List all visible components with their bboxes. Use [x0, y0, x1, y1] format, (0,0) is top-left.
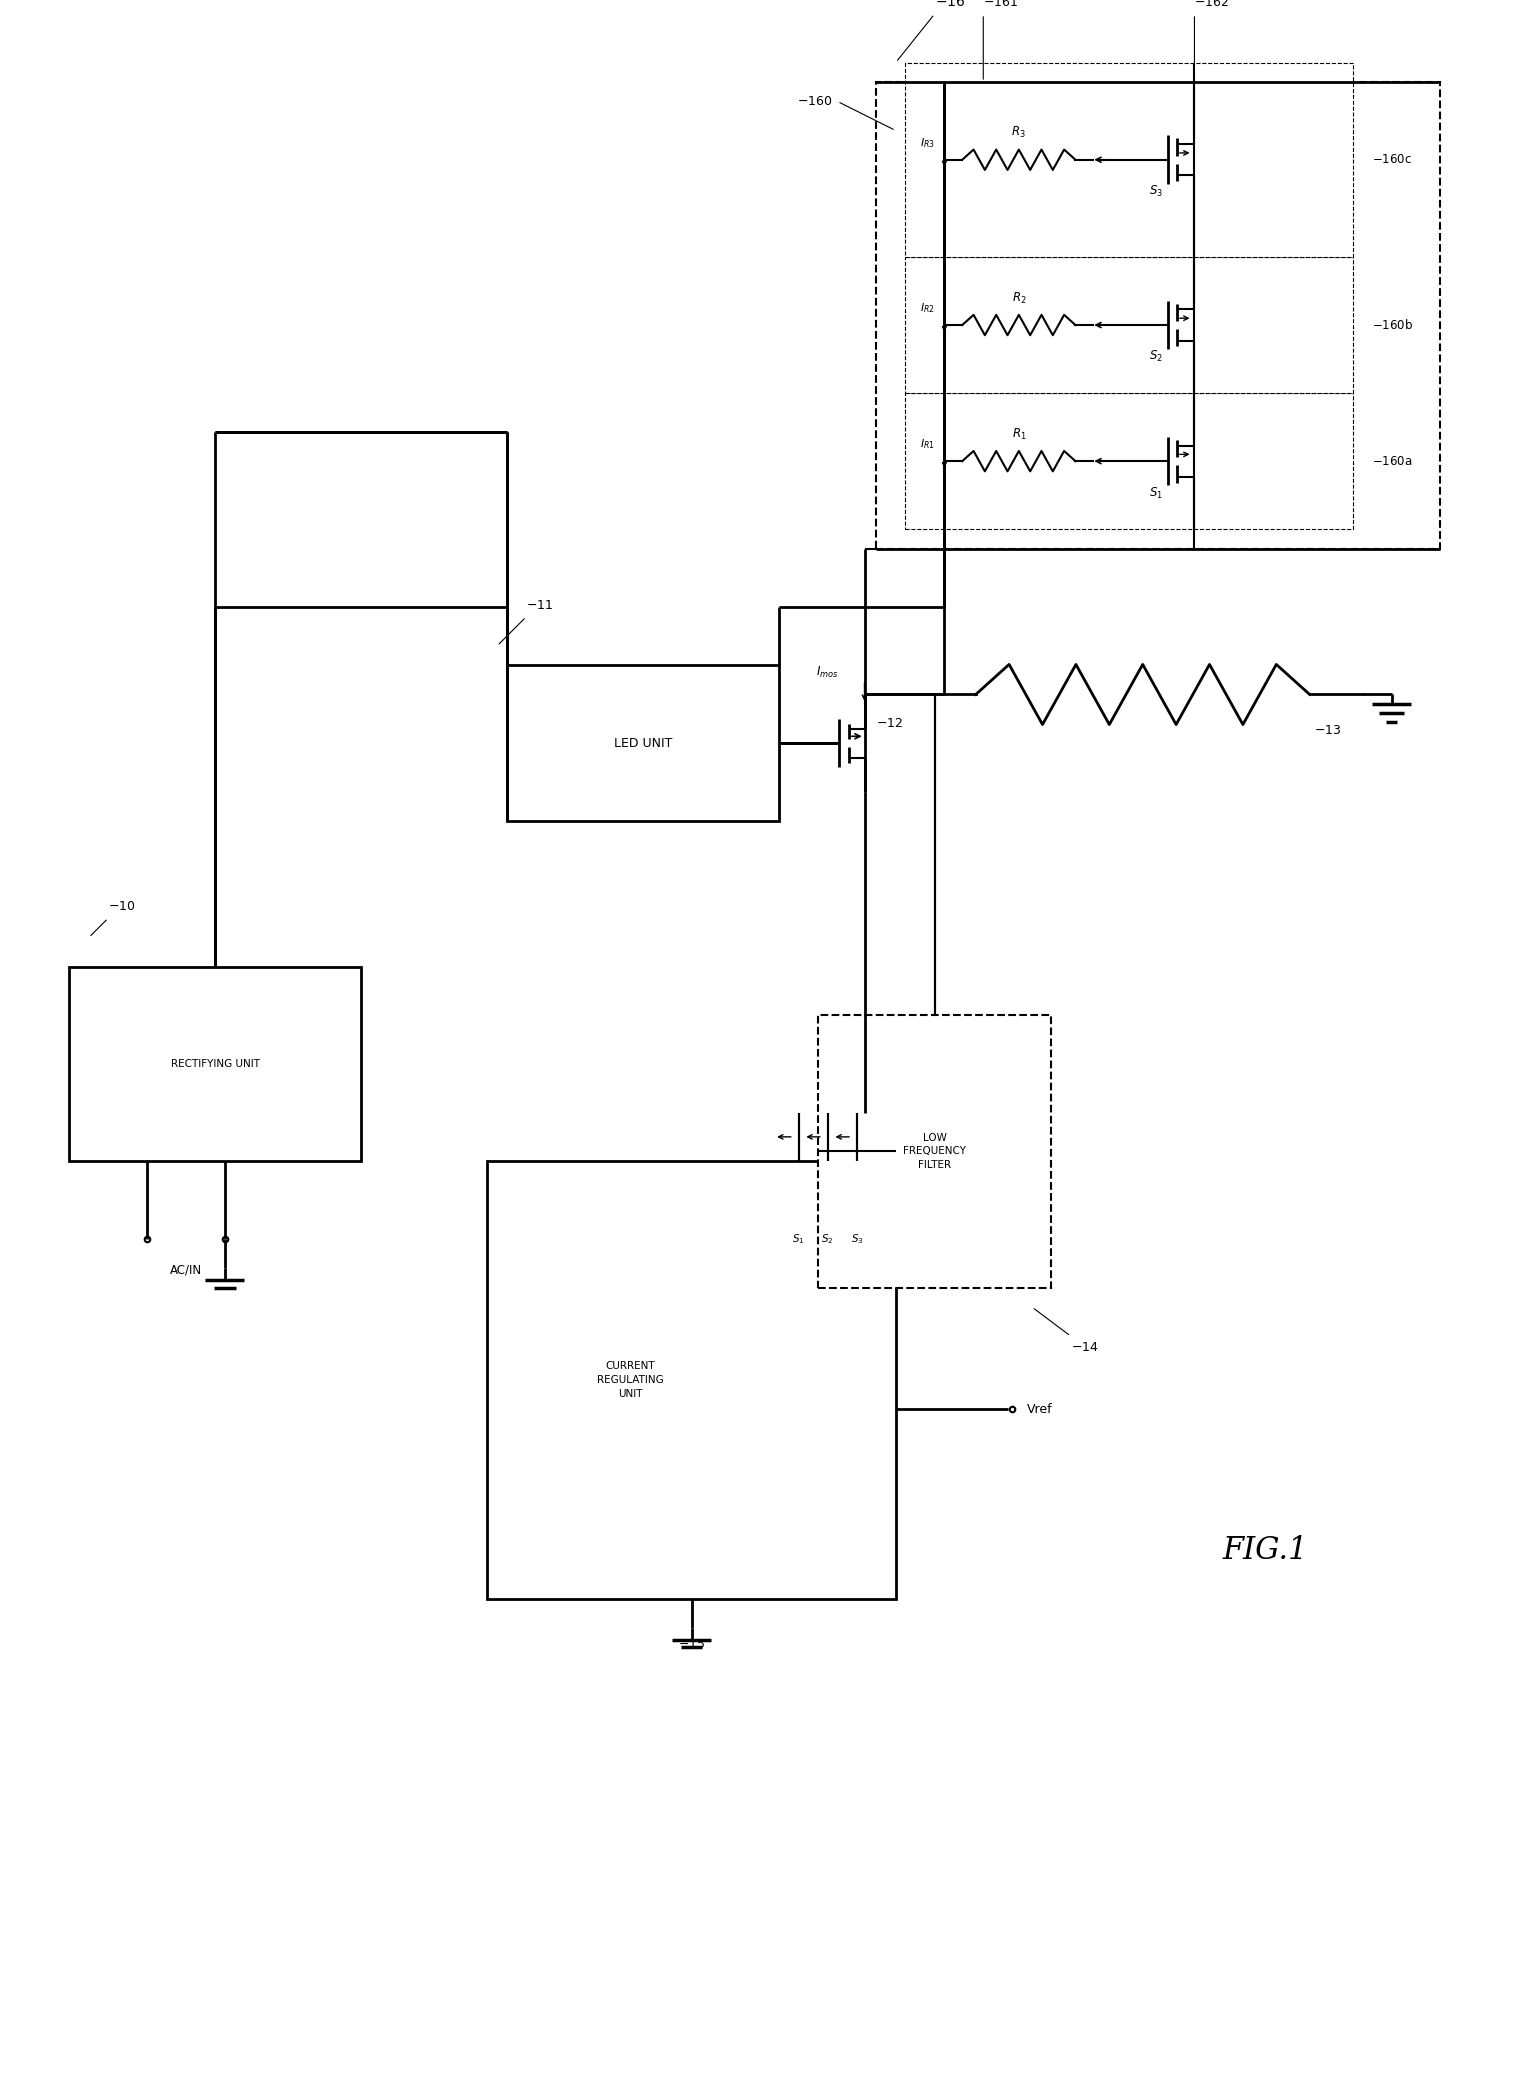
Text: $S_2$: $S_2$	[1148, 349, 1162, 363]
Text: $-$161: $-$161	[983, 0, 1018, 8]
Text: $-$15: $-$15	[677, 1638, 705, 1650]
Text: $-$160: $-$160	[797, 94, 833, 109]
Text: $-$16: $-$16	[934, 0, 965, 8]
Bar	[905, 393, 1353, 529]
Text: $S_2$: $S_2$	[821, 1233, 833, 1245]
Text: $S_3$: $S_3$	[850, 1233, 864, 1245]
Bar	[69, 967, 361, 1161]
Text: $R_1$: $R_1$	[1012, 426, 1026, 441]
Text: $-$13: $-$13	[1313, 723, 1341, 737]
Text: $I_{R2}$: $I_{R2}$	[920, 301, 934, 315]
Text: $-$162: $-$162	[1194, 0, 1229, 8]
Bar	[506, 664, 780, 821]
Bar	[818, 1015, 1052, 1287]
Text: $I_{R3}$: $I_{R3}$	[920, 136, 934, 150]
Bar	[905, 257, 1353, 393]
Text: $-$11: $-$11	[526, 600, 553, 612]
Text: RECTIFYING UNIT: RECTIFYING UNIT	[171, 1059, 260, 1070]
Bar	[905, 63, 1353, 257]
Text: $S_1$: $S_1$	[792, 1233, 804, 1245]
Text: $-$12: $-$12	[876, 717, 904, 731]
Text: CURRENT
REGULATING
UNIT: CURRENT REGULATING UNIT	[596, 1360, 664, 1400]
Text: $-$160c: $-$160c	[1372, 152, 1413, 167]
Text: $-$160b: $-$160b	[1372, 318, 1413, 332]
Text: FIG.1: FIG.1	[1223, 1535, 1307, 1565]
Text: $-$160a: $-$160a	[1372, 455, 1413, 468]
Text: LOW
FREQUENCY
FILTER: LOW FREQUENCY FILTER	[904, 1132, 966, 1170]
Text: $I_{mos}$: $I_{mos}$	[816, 664, 839, 679]
Text: $-$14: $-$14	[1070, 1341, 1098, 1354]
Bar	[488, 1161, 896, 1598]
Text: $-$10: $-$10	[109, 900, 136, 913]
Text: $R_2$: $R_2$	[1012, 290, 1026, 305]
Text: AC/IN: AC/IN	[170, 1264, 202, 1276]
Text: $I_{R1}$: $I_{R1}$	[920, 437, 934, 451]
Bar	[876, 81, 1440, 549]
Text: $S_1$: $S_1$	[1148, 485, 1162, 501]
Text: $S_3$: $S_3$	[1148, 184, 1162, 198]
Text: Vref: Vref	[1027, 1402, 1052, 1416]
Text: LED UNIT: LED UNIT	[613, 737, 673, 750]
Text: $R_3$: $R_3$	[1012, 125, 1026, 140]
